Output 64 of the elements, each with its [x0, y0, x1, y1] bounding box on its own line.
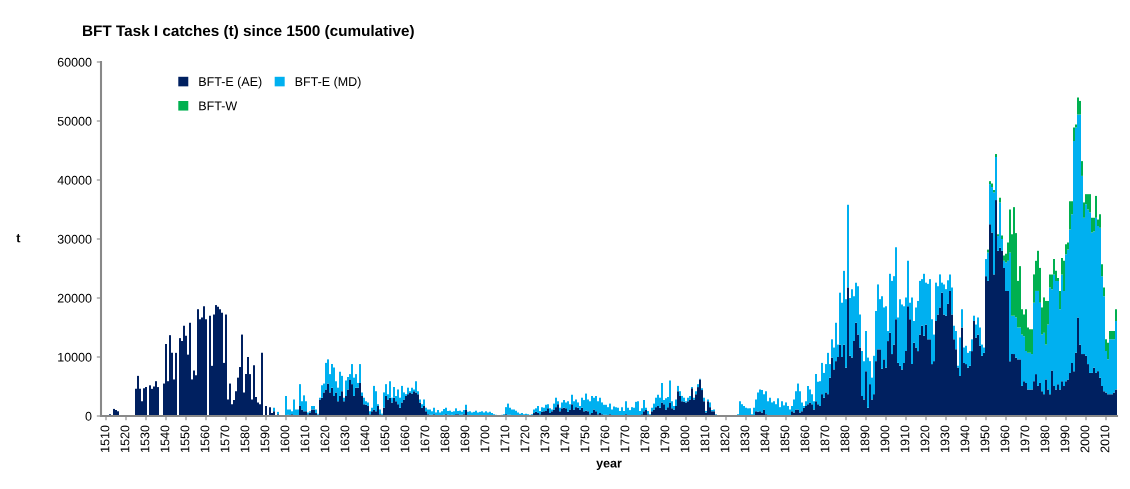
x-tick-label: 2010	[1100, 425, 1110, 453]
x-tick-label: 1890	[860, 425, 870, 452]
x-tick-label: 1850	[780, 425, 790, 452]
x-tick-label: 1930	[940, 425, 950, 452]
x-tick-label: 1900	[880, 425, 890, 452]
x-tick-label: 1940	[960, 425, 970, 452]
x-tick-label: 1580	[240, 425, 250, 452]
x-tick-label: 1880	[840, 425, 850, 452]
x-tick-label: 1870	[820, 425, 830, 452]
y-tick-label: 20000	[57, 293, 92, 303]
x-tick-label: 1610	[300, 425, 310, 452]
x-tick-label: 1740	[560, 425, 570, 452]
legend-label: BFT-W	[199, 101, 238, 111]
x-tick-label: 1520	[120, 425, 130, 452]
x-tick-label: 1830	[740, 425, 750, 452]
x-tick-label: 1910	[900, 425, 910, 452]
x-tick-label: 1690	[460, 425, 470, 452]
x-tick-label: 1660	[400, 425, 410, 452]
x-tick-label: 1920	[920, 425, 930, 452]
x-tick-label: 1530	[140, 425, 150, 452]
x-tick-label: 1570	[220, 425, 230, 452]
x-tick-label: 1980	[1040, 425, 1050, 452]
x-tick-label: 1710	[500, 425, 510, 452]
x-tick-label: 1510	[100, 425, 110, 452]
x-tick-label: 2000	[1080, 425, 1090, 453]
x-tick-label: 1670	[420, 425, 430, 452]
x-tick-label: 1810	[700, 425, 710, 452]
x-tick-label: 1560	[200, 425, 210, 452]
x-tick-label: 1800	[680, 425, 690, 452]
y-tick-label: 10000	[58, 352, 92, 362]
x-tick-label: 1790	[660, 425, 670, 452]
x-tick-label: 1720	[520, 425, 530, 452]
legend-label: BFT-E (MD)	[295, 76, 361, 89]
x-tick-label: 1780	[640, 425, 650, 452]
x-tick-label: 1730	[540, 425, 550, 452]
x-tick-label: 1770	[620, 425, 630, 452]
x-tick-label: 1760	[600, 425, 610, 452]
y-tick-label: 30000	[57, 234, 92, 244]
x-tick-label: 1550	[180, 425, 190, 452]
x-tick-label: 1640	[360, 425, 370, 452]
x-tick-label: 1970	[1020, 425, 1030, 452]
x-tick-label: 1540	[160, 425, 170, 452]
y-tick-label: 0	[85, 411, 92, 421]
x-tick-label: 1650	[380, 425, 390, 452]
x-axis-title: year	[596, 460, 622, 471]
x-tick-label: 1960	[1000, 425, 1010, 452]
x-tick-label: 1750	[580, 425, 590, 452]
x-tick-label: 1700	[480, 425, 490, 452]
y-tick-label: 40000	[57, 175, 92, 185]
x-tick-label: 1950	[980, 425, 990, 452]
y-tick-label: 60000	[57, 57, 92, 67]
chart-title: BFT Task I catches (t) since 1500 (cumulative)	[83, 24, 414, 40]
y-tick-label: 50000	[57, 116, 92, 126]
x-tick-label: 1590	[260, 425, 270, 452]
x-tick-label: 1860	[800, 425, 810, 452]
x-tick-label: 1990	[1060, 425, 1070, 452]
x-tick-label: 1630	[340, 425, 350, 452]
x-tick-label: 1840	[760, 425, 770, 452]
x-tick-label: 1820	[720, 425, 730, 452]
y-axis-title: t	[16, 234, 21, 243]
x-tick-label: 1620	[320, 425, 330, 452]
x-tick-label: 1600	[280, 425, 290, 452]
legend-label: BFT-E (AE)	[199, 76, 262, 89]
x-tick-label: 1680	[440, 425, 450, 452]
